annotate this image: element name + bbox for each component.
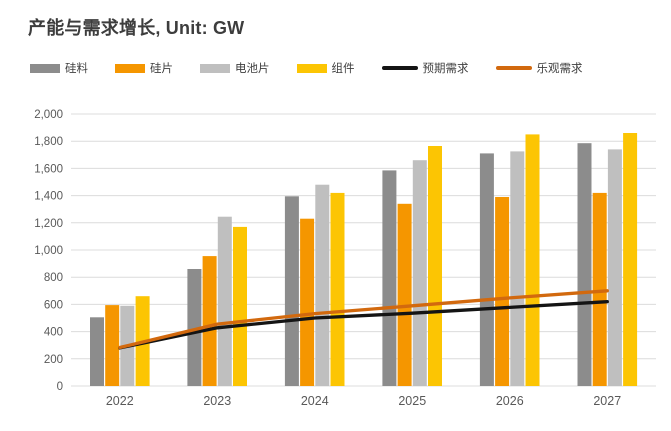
x-tick-2022: 2022 [106,394,134,408]
legend-swatch-expected-demand-icon [381,66,418,70]
y-tick-600: 600 [44,299,63,311]
bar-wafer-2024 [300,218,315,386]
legend-label-wafer: 硅片 [150,63,173,75]
bar-polysilicon-2027 [577,143,592,386]
y-tick-800: 800 [44,272,63,284]
legend-item-module: 组件 [296,60,355,76]
bar-polysilicon-2025 [382,170,397,386]
legend-item-polysilicon: 硅料 [30,60,88,76]
y-tick-1400: 1,400 [34,191,63,203]
legend-label-optimistic-demand: 乐观需求 [536,63,583,75]
legend: 硅料 硅片 电池片 组件 预期需求 乐观需求 [30,60,583,76]
y-tick-1200: 1,200 [34,218,63,230]
y-tick-1800: 1,800 [34,136,63,148]
line-expected-demand [118,300,609,350]
y-tick-2000: 2,000 [34,109,63,121]
line-optimistic-demand [118,289,609,350]
x-tick-2024: 2024 [301,394,329,408]
bar-cell-2025 [412,160,427,386]
bar-module-2025 [428,146,442,386]
legend-swatch-module-icon [296,63,327,73]
x-tick-2026: 2026 [496,394,524,408]
x-tick-2027: 2027 [593,394,621,408]
legend-swatch-optimistic-demand-icon [495,66,532,70]
legend-swatch-polysilicon-icon [30,63,60,73]
bar-cell-2024 [315,184,330,386]
legend-label-polysilicon: 硅料 [65,63,88,75]
legend-label-expected-demand: 预期需求 [422,63,469,75]
y-tick-400: 400 [44,327,63,339]
legend-swatch-wafer-icon [115,63,145,73]
bar-module-2027 [623,133,638,386]
y-tick-200: 200 [44,354,63,366]
bar-cell-2027 [607,149,622,386]
x-tick-2023: 2023 [203,394,231,408]
x-tick-2025: 2025 [398,394,426,408]
legend-swatch-cell-icon [200,63,230,73]
y-tick-1000: 1,000 [34,245,63,257]
legend-item-optimistic-demand: 乐观需求 [495,60,583,76]
legend-item-expected-demand: 预期需求 [381,60,469,76]
legend-item-cell: 电池片 [200,60,270,76]
y-tick-1600: 1,600 [34,163,63,175]
chart-plot: 0 200 400 600 800 1,000 1,200 1,400 1,600 1,800 2,… [34,109,656,408]
bar-polysilicon-2026 [479,153,494,386]
bar-module-2023 [233,226,247,386]
bar-cell-2023 [217,216,232,386]
bar-module-2024 [330,192,345,386]
y-tick-0: 0 [57,381,63,393]
legend-item-wafer: 硅片 [115,60,173,76]
legend-label-cell: 电池片 [235,63,270,75]
bar-cell-2026 [510,151,525,386]
legend-label-module: 组件 [331,63,355,75]
bar-wafer-2023 [202,256,217,386]
bar-module-2026 [525,134,540,386]
bar-wafer-2025 [397,203,412,386]
bar-polysilicon-2023 [187,269,202,386]
bar-polysilicon-2022 [90,317,104,386]
chart-title: 产能与需求增长, Unit: GW [28,18,245,38]
bar-wafer-2027 [592,192,607,386]
bar-polysilicon-2024 [284,196,299,386]
bar-wafer-2026 [495,197,510,386]
bar-wafer-2022 [105,305,120,386]
